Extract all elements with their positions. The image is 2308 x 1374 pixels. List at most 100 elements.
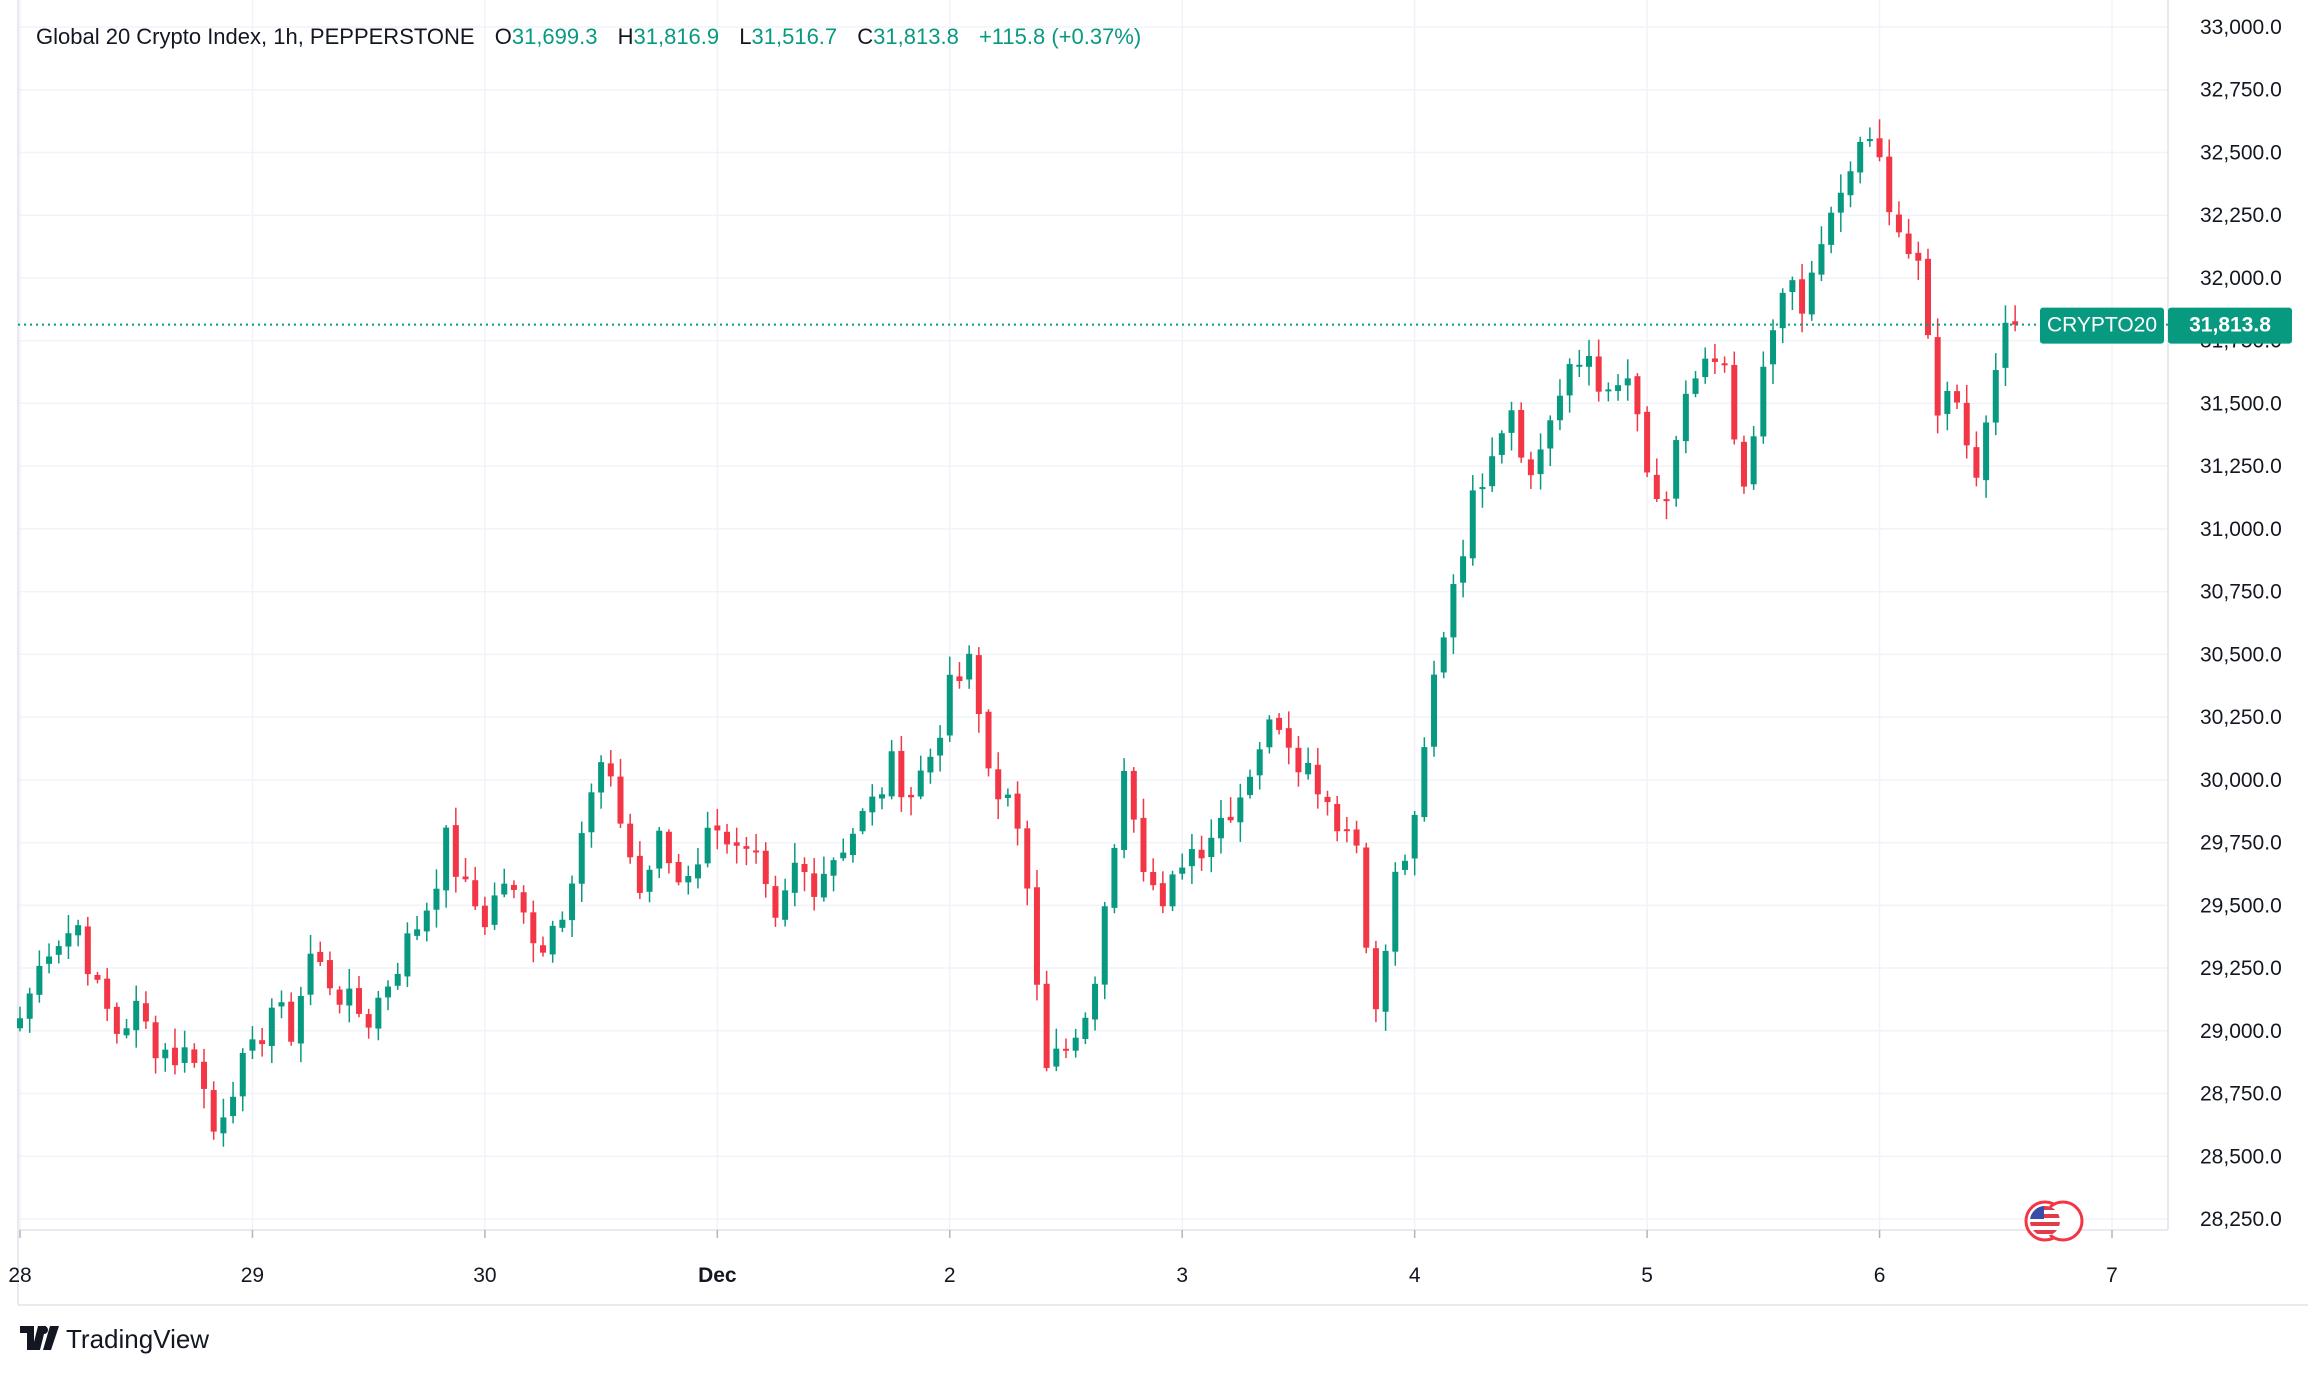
candle-body bbox=[1179, 867, 1186, 874]
x-tick-label: 28 bbox=[8, 1264, 31, 1287]
candle-body bbox=[1266, 719, 1273, 748]
candle bbox=[1392, 862, 1399, 966]
y-tick-label: 31,000.0 bbox=[2200, 518, 2282, 541]
candle bbox=[1440, 631, 1447, 679]
candle bbox=[1489, 437, 1496, 492]
candle-body bbox=[1527, 459, 1534, 476]
candle bbox=[201, 1048, 208, 1109]
candle bbox=[414, 915, 421, 941]
time-axis[interactable]: 28 29 30 Dec 2 3 4 5 6 7 bbox=[8, 1230, 2118, 1287]
candle bbox=[607, 750, 614, 787]
last-price-tag: CRYPTO20 31,813.8 bbox=[2040, 307, 2292, 344]
candle-body bbox=[1740, 441, 1747, 487]
candle-body bbox=[1043, 983, 1050, 1069]
candle bbox=[1644, 406, 1651, 478]
candle-body bbox=[1644, 411, 1651, 473]
candle bbox=[1566, 358, 1573, 413]
candle-body bbox=[539, 945, 547, 953]
candle bbox=[346, 968, 353, 1023]
candle bbox=[171, 1028, 178, 1075]
candle bbox=[791, 843, 798, 907]
candle bbox=[1585, 339, 1593, 386]
candle-body bbox=[1731, 364, 1738, 440]
candle bbox=[375, 990, 382, 1041]
candle-body bbox=[1285, 728, 1292, 748]
candle bbox=[520, 885, 527, 924]
y-tick-label: 30,750.0 bbox=[2200, 581, 2282, 604]
candle-body bbox=[336, 989, 343, 1005]
candle bbox=[230, 1081, 237, 1124]
candle-body bbox=[1150, 871, 1157, 886]
candle bbox=[1508, 401, 1515, 451]
candle-body bbox=[1247, 776, 1254, 796]
tradingview-logo[interactable]: TradingView bbox=[20, 1324, 209, 1354]
x-tick-label: Dec bbox=[698, 1264, 737, 1287]
candle-body bbox=[268, 1007, 275, 1047]
candle-body bbox=[1004, 794, 1011, 798]
candle bbox=[1305, 747, 1312, 780]
candle-body bbox=[1092, 983, 1099, 1020]
candle bbox=[1595, 339, 1602, 402]
candle bbox=[1944, 381, 1951, 431]
candle-body bbox=[1334, 803, 1341, 832]
chart-legend: Global 20 Crypto Index, 1h, PEPPERSTONE … bbox=[36, 24, 1141, 49]
candle-body bbox=[481, 905, 488, 928]
candle-body bbox=[1615, 385, 1622, 392]
candle bbox=[908, 787, 915, 816]
candle-body bbox=[1595, 356, 1602, 392]
candle-body bbox=[520, 892, 527, 913]
candle bbox=[840, 838, 847, 861]
candle bbox=[578, 821, 585, 902]
candle-body bbox=[404, 933, 411, 977]
candle-body bbox=[1305, 762, 1312, 775]
candle-body bbox=[1837, 192, 1844, 213]
candle bbox=[249, 1026, 256, 1060]
x-tick-label: 4 bbox=[1409, 1264, 1421, 1287]
us-flag-events-icon[interactable] bbox=[2024, 1200, 2084, 1242]
candle-body bbox=[1217, 817, 1224, 839]
candle bbox=[617, 758, 624, 829]
candle-body bbox=[559, 919, 566, 928]
candles bbox=[16, 119, 2019, 1147]
candle-body bbox=[123, 1028, 130, 1036]
candle bbox=[1692, 370, 1699, 398]
candle-body bbox=[646, 869, 653, 892]
candle bbox=[1082, 1012, 1089, 1045]
candle-body bbox=[326, 960, 333, 989]
candle-body bbox=[65, 933, 72, 947]
tradingview-logo-icon bbox=[20, 1326, 46, 1350]
candle-body bbox=[1760, 366, 1767, 437]
candle-body bbox=[1431, 674, 1438, 747]
candle-body bbox=[927, 756, 934, 773]
candle-body bbox=[1605, 389, 1612, 392]
candle bbox=[152, 1015, 159, 1074]
candle bbox=[704, 811, 711, 868]
candle-body bbox=[55, 946, 62, 955]
candle bbox=[1653, 458, 1660, 502]
candle bbox=[1837, 174, 1844, 233]
candle-body bbox=[656, 830, 663, 869]
candle-body bbox=[1101, 906, 1108, 985]
candle-body bbox=[1886, 156, 1893, 213]
candle-body bbox=[1024, 828, 1031, 889]
candle-body bbox=[113, 1006, 120, 1034]
candle-body bbox=[1237, 797, 1244, 823]
candle-body bbox=[636, 855, 643, 893]
y-tick-label: 28,250.0 bbox=[2200, 1208, 2282, 1231]
candle-body bbox=[1033, 887, 1040, 985]
candle-body bbox=[2002, 322, 2009, 368]
candle bbox=[665, 829, 672, 874]
candle-body bbox=[365, 1014, 372, 1028]
candle-body bbox=[1411, 814, 1418, 859]
candle-body bbox=[201, 1061, 208, 1089]
price-axis[interactable]: 28,250.0 28,500.0 28,750.0 29,000.0 29,250.0… bbox=[2200, 16, 2282, 1231]
candle bbox=[462, 857, 469, 883]
candle-body bbox=[510, 884, 517, 890]
x-tick-label: 5 bbox=[1641, 1264, 1653, 1287]
candle bbox=[501, 868, 508, 898]
candle-body bbox=[1450, 584, 1457, 638]
candle bbox=[1130, 767, 1137, 833]
candle bbox=[46, 943, 53, 974]
